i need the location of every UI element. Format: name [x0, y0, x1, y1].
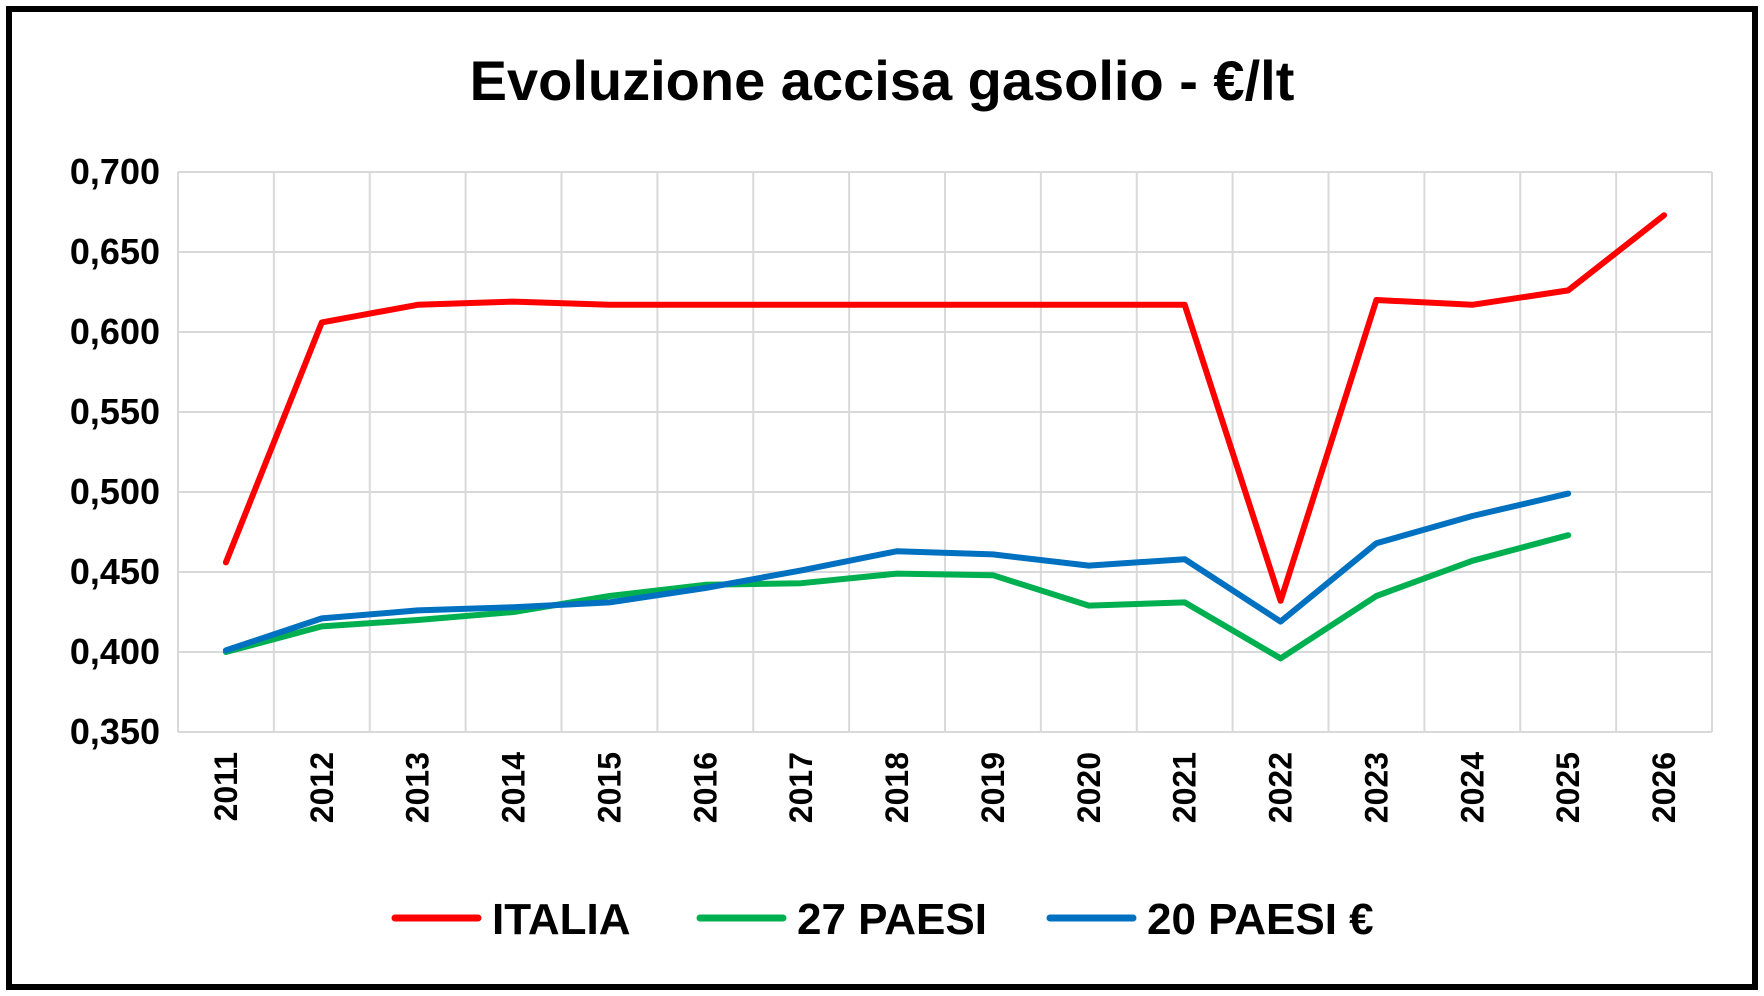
y-tick-label: 0,650	[70, 231, 160, 272]
y-tick-label: 0,450	[70, 551, 160, 592]
grid	[177, 171, 1713, 733]
y-axis: 0,350 0,400 0,450 0,500 0,550 0,600 0,650 0,700	[70, 151, 160, 752]
x-tick-label: 2013	[400, 752, 436, 823]
legend-label: 20 PAESI €	[1147, 895, 1374, 944]
x-tick-label: 2011	[208, 752, 244, 821]
series-lines	[222, 212, 1668, 662]
x-tick-label: 2017	[783, 752, 819, 823]
x-tick-label: 2018	[879, 752, 915, 823]
legend: ITALIA 27 PAESI 20 PAESI €	[391, 895, 1374, 944]
y-tick-label: 0,700	[70, 151, 160, 192]
x-tick-label: 2025	[1550, 752, 1586, 823]
x-tick-label: 2026	[1646, 752, 1682, 823]
y-tick-label: 0,550	[70, 391, 160, 432]
x-tick-label: 2021	[1167, 752, 1203, 823]
series-line-1	[222, 532, 1572, 662]
x-axis: 2011 2012 2013 2014 2015 2016 2017 2018 2019 2020…	[208, 752, 1682, 823]
y-tick-label: 0,600	[70, 311, 160, 352]
x-tick-label: 2020	[1071, 752, 1107, 823]
series-line-0	[222, 212, 1668, 604]
chart-title: Evoluzione accisa gasolio - €/lt	[470, 49, 1295, 112]
x-tick-label: 2016	[687, 752, 723, 823]
y-tick-label: 0,350	[70, 711, 160, 752]
x-tick-label: 2024	[1454, 752, 1490, 823]
x-tick-label: 2014	[496, 752, 532, 823]
chart-frame	[6, 6, 1758, 990]
legend-label: 27 PAESI	[797, 895, 987, 944]
series-line-2	[222, 490, 1572, 654]
x-tick-label: 2019	[975, 752, 1011, 823]
x-tick-label: 2012	[304, 752, 340, 823]
x-tick-label: 2022	[1263, 752, 1299, 823]
x-tick-label: 2015	[591, 752, 627, 823]
y-tick-label: 0,500	[70, 471, 160, 512]
legend-label: ITALIA	[492, 895, 631, 944]
y-tick-label: 0,400	[70, 631, 160, 672]
x-tick-label: 2023	[1358, 752, 1394, 823]
